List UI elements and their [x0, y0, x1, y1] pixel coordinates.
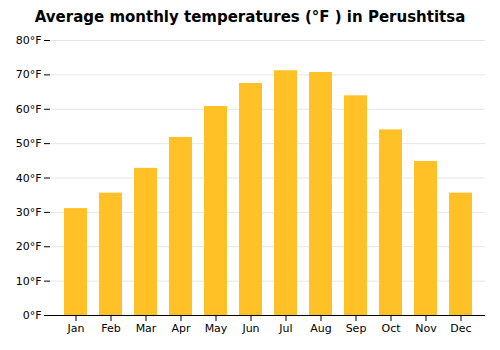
svg-text:60°F: 60°F	[16, 103, 42, 116]
svg-text:Mar: Mar	[136, 322, 157, 335]
svg-text:50°F: 50°F	[16, 137, 42, 150]
svg-text:May: May	[205, 322, 228, 335]
svg-text:Apr: Apr	[171, 322, 191, 335]
svg-text:Jan: Jan	[67, 322, 85, 335]
svg-text:30°F: 30°F	[16, 206, 42, 219]
svg-text:40°F: 40°F	[16, 172, 42, 185]
svg-text:Sep: Sep	[346, 322, 367, 335]
svg-text:Jul: Jul	[278, 322, 292, 335]
svg-text:Aug: Aug	[310, 322, 331, 335]
svg-text:80°F: 80°F	[16, 34, 42, 47]
svg-text:Oct: Oct	[381, 322, 401, 335]
svg-text:Nov: Nov	[415, 322, 437, 335]
svg-text:0°F: 0°F	[23, 309, 42, 322]
html-text:Average monthly temperatures (: Average monthly temperatures (°F ) in Pe…	[34, 8, 466, 26]
svg-text:70°F: 70°F	[16, 68, 42, 81]
svg-text:Feb: Feb	[101, 322, 120, 335]
svg-text:Jun: Jun	[241, 322, 259, 335]
svg-text:10°F: 10°F	[16, 275, 42, 288]
svg-text:Dec: Dec	[450, 322, 471, 335]
svg-text:20°F: 20°F	[16, 240, 42, 253]
